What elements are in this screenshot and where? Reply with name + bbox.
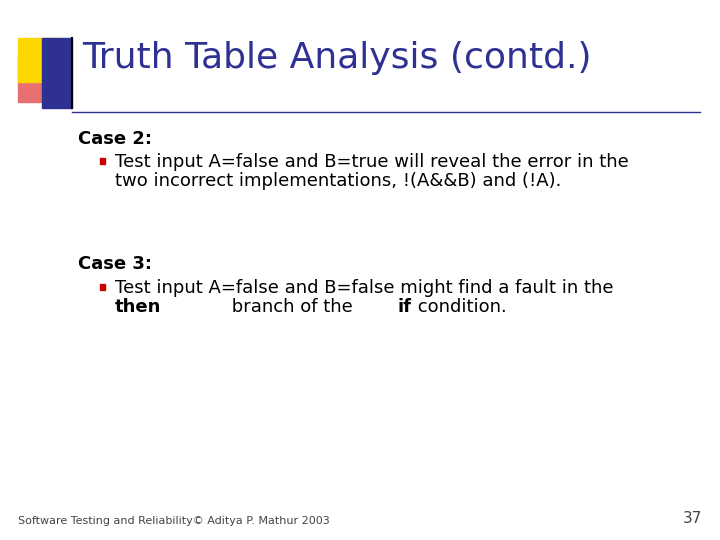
Text: Truth Table Analysis (contd.): Truth Table Analysis (contd.) bbox=[82, 41, 592, 75]
Text: condition.: condition. bbox=[412, 298, 507, 316]
Text: Test input A=false and B=false might find a fault in the: Test input A=false and B=false might fin… bbox=[115, 279, 613, 297]
Text: Case 2:: Case 2: bbox=[78, 130, 152, 148]
Text: then: then bbox=[115, 298, 161, 316]
Text: Case 3:: Case 3: bbox=[78, 255, 152, 273]
Text: Software Testing and Reliability© Aditya P. Mathur 2003: Software Testing and Reliability© Aditya… bbox=[18, 516, 330, 526]
Bar bbox=[100, 158, 105, 164]
Text: 37: 37 bbox=[683, 511, 702, 526]
FancyBboxPatch shape bbox=[18, 38, 60, 82]
Text: if: if bbox=[397, 298, 411, 316]
Text: branch of the: branch of the bbox=[225, 298, 358, 316]
FancyBboxPatch shape bbox=[42, 38, 72, 108]
FancyBboxPatch shape bbox=[18, 55, 56, 102]
Bar bbox=[100, 284, 105, 290]
Text: two incorrect implementations, !(A&&B) and (!A).: two incorrect implementations, !(A&&B) a… bbox=[115, 172, 562, 190]
Text: Test input A=false and B=true will reveal the error in the: Test input A=false and B=true will revea… bbox=[115, 153, 629, 171]
